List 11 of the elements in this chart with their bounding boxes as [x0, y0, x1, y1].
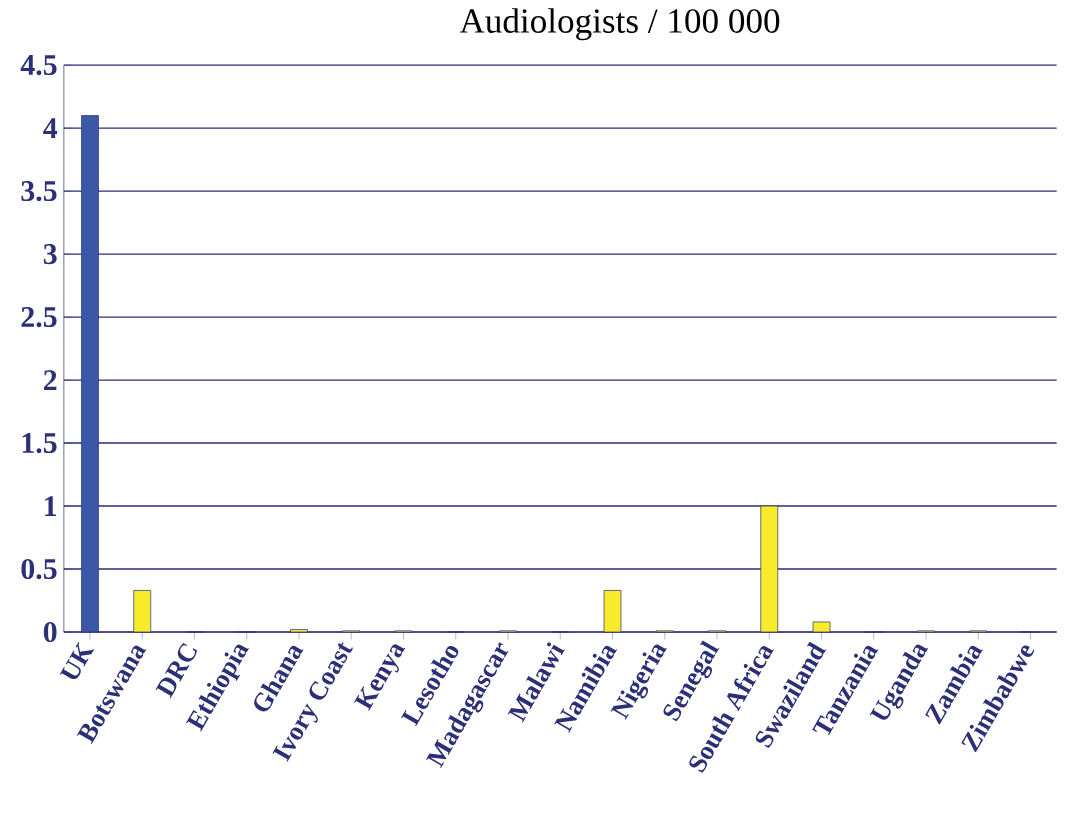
y-tick-label: 2	[43, 370, 57, 390]
chart-title: Audiologists / 100 000	[459, 8, 780, 41]
y-tick-label: 3.5	[21, 181, 57, 202]
y-tick-label: 2.5	[21, 306, 57, 328]
y-tick-label: 3	[43, 244, 57, 265]
y-tick-label: 1.5	[22, 432, 57, 454]
y-tick-label: 4	[43, 118, 58, 138]
y-tick-label: 1	[45, 496, 57, 516]
y-tick-label: 4.5	[20, 55, 57, 76]
y-tick-label: 0	[43, 621, 57, 643]
y-tick-label: 0.5	[21, 558, 57, 580]
